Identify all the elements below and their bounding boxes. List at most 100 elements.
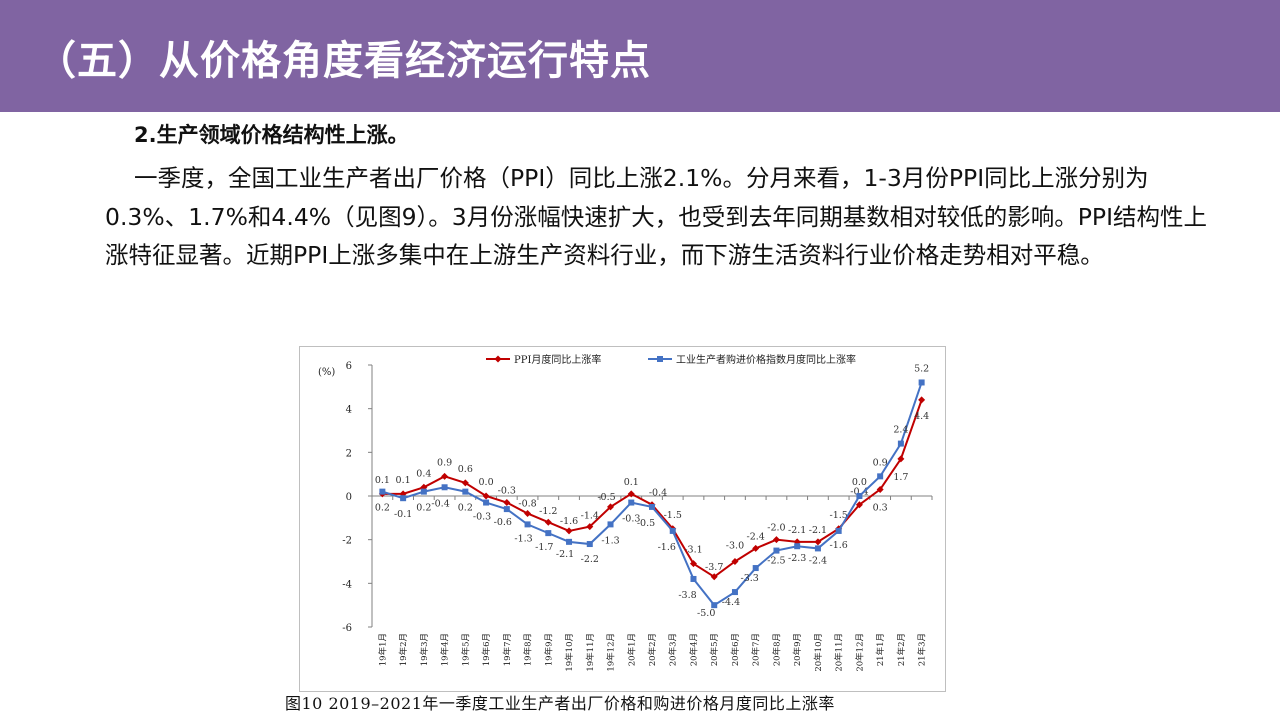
series-point — [669, 527, 676, 534]
data-label: 0.1 — [396, 475, 411, 486]
line-chart: -6 -4 -2 0 2 4 6 (%) 19年1月 19年2月 19年3月 19年4月 19年5月 19… — [318, 353, 933, 672]
data-label: 0.9 — [437, 457, 452, 468]
x-tick-label: 20年6月 — [730, 633, 741, 666]
data-label: -0.4 — [649, 488, 667, 499]
series-point — [876, 485, 884, 493]
data-label: -0.4 — [431, 498, 449, 509]
x-tick-label: 21年3月 — [917, 633, 928, 666]
data-label: -0.5 — [597, 492, 615, 503]
y-tick-label: -2 — [342, 536, 352, 547]
x-tick-label: 20年11月 — [834, 633, 845, 672]
series-point — [482, 492, 490, 500]
series-point — [628, 499, 635, 506]
series-point — [690, 575, 697, 582]
series-point — [544, 518, 552, 526]
series-point — [752, 544, 760, 552]
data-label: -1.3 — [514, 533, 532, 544]
series-point — [607, 503, 615, 511]
data-label: -3.3 — [741, 573, 759, 584]
series-point — [483, 499, 490, 506]
series-point — [379, 488, 386, 495]
data-label: 0.0 — [479, 477, 494, 488]
data-label: -0.1 — [394, 509, 412, 520]
data-label: 5.2 — [914, 363, 929, 374]
series-point — [400, 495, 407, 502]
x-tick-label: 19年9月 — [543, 633, 554, 666]
data-label: 0.1 — [624, 477, 639, 488]
series-point — [794, 543, 801, 550]
x-tick-label: 21年2月 — [896, 633, 907, 666]
data-label: -3.0 — [726, 541, 744, 552]
series-point — [607, 521, 614, 528]
data-label: -5.0 — [697, 608, 715, 619]
x-tick-label: 20年5月 — [709, 633, 720, 666]
x-tick-label: 19年1月 — [377, 633, 388, 666]
series-point — [877, 473, 884, 480]
x-tick-label: 19年3月 — [419, 633, 430, 666]
data-label: -1.7 — [535, 542, 553, 553]
series-point — [918, 396, 926, 404]
data-label: -2.1 — [556, 549, 574, 560]
data-label: 0.3 — [873, 502, 888, 513]
series-point — [689, 560, 697, 568]
y-tick-label: 4 — [346, 405, 352, 416]
data-label: -2.1 — [788, 525, 806, 536]
data-label: -3.1 — [684, 545, 702, 556]
data-label: 1.7 — [893, 472, 908, 483]
x-tick-label: 19年2月 — [398, 633, 409, 666]
series-point — [731, 589, 738, 596]
series-point — [855, 501, 863, 509]
series-point — [710, 573, 718, 581]
x-tick-label: 19年7月 — [502, 633, 513, 666]
section-subheading: 2.生产领域价格结构性上涨。 — [134, 123, 409, 147]
data-label: 0.0 — [852, 477, 867, 488]
series-point — [524, 521, 531, 528]
x-tick-label: 20年1月 — [626, 633, 637, 666]
series-point — [856, 493, 863, 499]
data-label: 0.9 — [873, 457, 888, 468]
series-point — [461, 479, 469, 487]
series-point — [627, 490, 635, 498]
series-point — [524, 509, 532, 517]
legend-label: 工业生产者购进价格指数月度同比上涨率 — [676, 353, 856, 366]
data-label: 0.2 — [375, 503, 390, 514]
data-label: -1.5 — [664, 510, 682, 521]
data-label: 0.1 — [375, 475, 390, 486]
data-label: -0.6 — [494, 517, 512, 528]
data-label: -2.0 — [767, 523, 785, 534]
series-point — [752, 565, 759, 572]
y-tick-label: -6 — [342, 623, 352, 634]
series-point — [545, 530, 552, 537]
series-point — [773, 547, 780, 554]
x-tick-label: 19年5月 — [460, 633, 471, 666]
series-point — [462, 488, 469, 495]
x-tick-label: 20年12月 — [854, 633, 865, 672]
series-point — [586, 541, 593, 548]
x-tick-label: 19年4月 — [440, 633, 451, 666]
data-label: -0.3 — [498, 486, 516, 497]
data-label: 2.4 — [893, 425, 908, 436]
data-label: -0.3 — [473, 512, 491, 523]
series-point — [897, 455, 905, 463]
data-label: -1.6 — [560, 516, 578, 527]
data-label: -2.2 — [581, 554, 599, 565]
y-tick-label: 6 — [346, 361, 352, 372]
data-label: -2.3 — [788, 553, 806, 564]
data-label: -4.4 — [722, 597, 740, 608]
series-point — [649, 503, 655, 510]
data-label: -3.7 — [705, 562, 723, 573]
y-tick-label: 2 — [346, 448, 352, 459]
data-label: -1.2 — [539, 506, 557, 517]
data-label: -3.8 — [678, 590, 696, 601]
y-tick-label: 0 — [346, 492, 352, 503]
data-label: -0.5 — [637, 518, 655, 529]
series-point — [420, 488, 427, 495]
series-point — [586, 523, 594, 531]
series-point — [897, 440, 904, 447]
x-tick-label: 19年12月 — [606, 633, 617, 672]
data-label: 4.4 — [914, 411, 929, 422]
data-label: -2.4 — [809, 555, 827, 566]
series-point — [565, 527, 573, 535]
x-tick-label: 20年7月 — [751, 633, 762, 666]
series-point — [814, 545, 821, 552]
